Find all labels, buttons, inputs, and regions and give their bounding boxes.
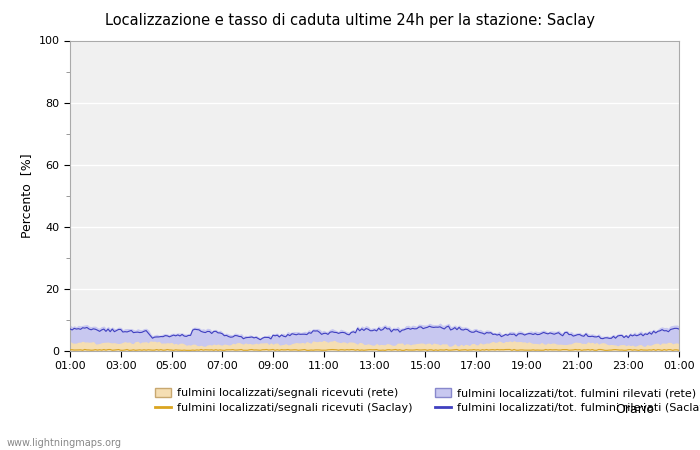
Text: Localizzazione e tasso di caduta ultime 24h per la stazione: Saclay: Localizzazione e tasso di caduta ultime … — [105, 14, 595, 28]
Y-axis label: Percento  [%]: Percento [%] — [20, 153, 33, 238]
Text: Orario: Orario — [615, 403, 654, 416]
Legend: fulmini localizzati/segnali ricevuti (rete), fulmini localizzati/segnali ricevut: fulmini localizzati/segnali ricevuti (re… — [155, 387, 700, 413]
Text: www.lightningmaps.org: www.lightningmaps.org — [7, 438, 122, 448]
